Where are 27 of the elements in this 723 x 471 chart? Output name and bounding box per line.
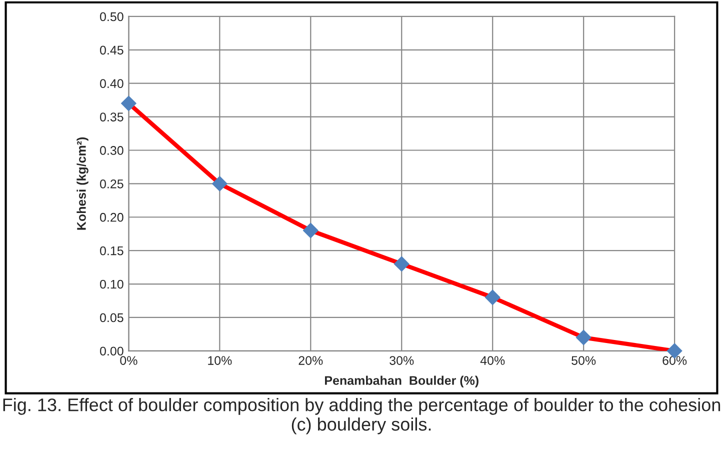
x-tick-label: 10% — [208, 356, 232, 365]
y-tick-label: 0.45 — [100, 46, 124, 55]
x-tick-label: 50% — [572, 356, 596, 365]
point — [576, 330, 592, 346]
x-tick-label: 20% — [298, 356, 323, 365]
y-tick-label: 0.40 — [100, 79, 124, 88]
y-tick-label: 0.15 — [100, 246, 124, 256]
point — [212, 176, 228, 192]
point — [120, 96, 137, 112]
point — [484, 290, 500, 306]
x-axis-title: Penambahan Boulder (%) — [325, 376, 478, 388]
y-tick-label: 0.50 — [100, 12, 124, 22]
y-axis-title: Kohesi (kg/cm²) — [76, 137, 88, 230]
y-tick-label: 0.20 — [100, 212, 124, 222]
x-tick-label: 40% — [480, 356, 505, 365]
x-tick-label: 0% — [120, 356, 138, 365]
point — [302, 222, 319, 238]
y-tick-label: 0.00 — [100, 346, 124, 356]
x-tick-label: 30% — [390, 356, 414, 365]
y-tick-label: 0.25 — [100, 179, 124, 188]
y-tick-label: 0.35 — [100, 112, 124, 122]
y-tick-label: 0.30 — [100, 146, 124, 155]
y-tick-label: 0.10 — [100, 280, 124, 289]
x-tick-label: 60% — [662, 356, 687, 365]
point — [394, 256, 410, 272]
y-tick-label: 0.05 — [100, 313, 124, 322]
caption: Fig. 13. Effect of boulder composition by adding the percentage of boulder to the cohesion (c) bouldery soils. — [3, 398, 720, 434]
